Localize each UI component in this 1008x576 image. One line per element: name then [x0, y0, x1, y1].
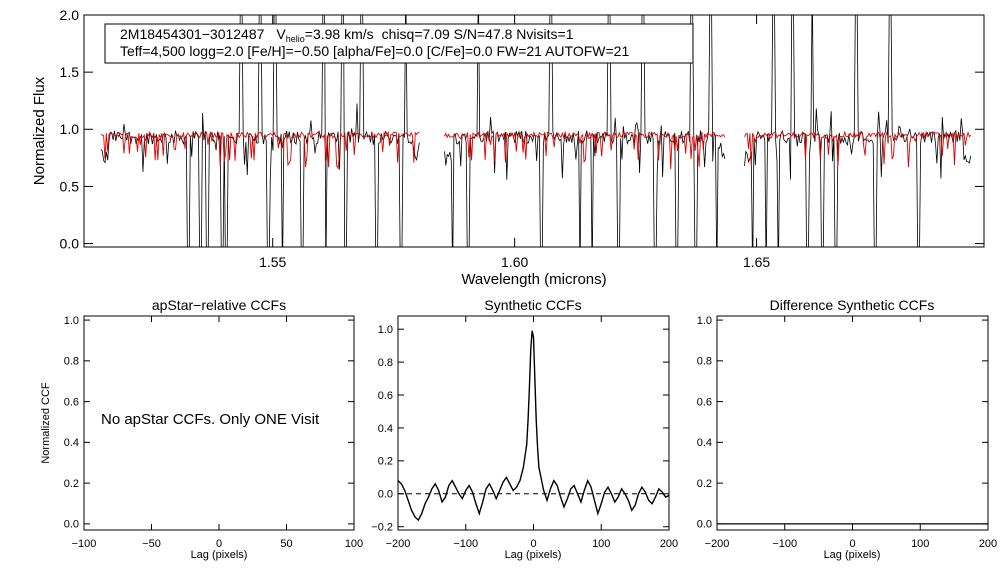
- info-box: [104, 23, 694, 64]
- dif-x-tick-label: 0: [849, 538, 855, 550]
- dif-y-tick-label: 1.0: [697, 315, 712, 327]
- spectrum-plot-area: [100, 15, 972, 247]
- info-line-2: Teff=4,500 logg=2.0 [Fe/H]=−0.50 [alpha/…: [120, 43, 629, 59]
- dif-y-tick-label: 0.4: [697, 437, 712, 449]
- syn-y-tick-label: 0.4: [378, 423, 393, 435]
- spec-x-tick-label: 1.60: [501, 254, 528, 270]
- star-id: 2M18454301−3012487: [120, 26, 265, 42]
- apstar-x-axis-label: Lag (pixels): [191, 549, 248, 561]
- difference-title: Difference Synthetic CCFs: [770, 297, 935, 313]
- ap-x-tick-label: 100: [345, 538, 363, 550]
- v-helio-subscript: helio: [286, 34, 305, 44]
- synthetic-ccf-panel: Synthetic CCFs −200 −100 0 100 200 −0.2 0.0 0.…: [371, 297, 678, 561]
- synthetic-x-axis-label: Lag (pixels): [505, 549, 562, 561]
- info-line-1: 2M18454301−3012487 Vhelio=3.98 km/s chisq=…: [120, 26, 574, 44]
- spec-x-tick-label: 1.65: [743, 254, 770, 270]
- ap-y-tick-label: 0.2: [64, 478, 79, 490]
- ap-x-tick-label: 50: [280, 538, 292, 550]
- syn-x-tick-label: 200: [660, 538, 678, 550]
- spec-x-tick-label: 1.55: [259, 254, 286, 270]
- apstar-x-ticks: −100 −50 0 50 100: [72, 316, 363, 550]
- spec-y-tick-label: 1.5: [60, 64, 80, 80]
- spec-y-tick-label: 0.0: [60, 235, 80, 251]
- synthetic-title: Synthetic CCFs: [484, 297, 581, 313]
- ap-x-tick-label: 0: [216, 538, 222, 550]
- no-ccf-note: No apStar CCFs. Only ONE Visit: [101, 411, 320, 428]
- dif-y-tick-label: 0.6: [697, 396, 712, 408]
- dif-y-tick-label: 0.2: [697, 478, 712, 490]
- syn-y-tick-label: −0.2: [371, 522, 393, 534]
- v-helio-symbol: V: [276, 26, 286, 42]
- spec-y-tick-label: 1.0: [60, 121, 80, 137]
- difference-x-axis-label: Lag (pixels): [824, 549, 881, 561]
- spectrum-x-ticks: 1.55 1.60 1.65: [259, 15, 770, 270]
- syn-x-tick-label: 100: [592, 538, 610, 550]
- syn-y-tick-label: 1.0: [378, 324, 393, 336]
- syn-y-tick-label: 0.6: [378, 390, 393, 402]
- spectrum-axes-frame: [83, 14, 985, 248]
- synthetic-ccf-line: [397, 330, 670, 522]
- dif-x-tick-label: 200: [979, 538, 997, 550]
- ap-x-tick-label: −50: [142, 538, 161, 550]
- difference-x-ticks: −200 −100 0 100 200: [705, 316, 997, 550]
- difference-ccf-panel: Difference Synthetic CCFs −200 −100 0 100 20…: [697, 297, 997, 561]
- ap-y-tick-label: 0.6: [64, 396, 79, 408]
- spectrum-x-axis-label: Wavelength (microns): [461, 271, 606, 288]
- fit-stats: chisq=7.09 S/N=47.8 Nvisits=1: [382, 26, 574, 42]
- dif-x-tick-label: −200: [705, 538, 730, 550]
- dif-y-tick-label: 0.0: [697, 519, 712, 531]
- ap-y-tick-label: 1.0: [64, 315, 79, 327]
- dif-x-tick-label: 100: [911, 538, 929, 550]
- apstar-y-ticks: 0.0 0.2 0.4 0.6 0.8 1.0: [64, 315, 354, 531]
- difference-axes-frame: [716, 315, 989, 531]
- syn-y-tick-label: 0.0: [378, 489, 393, 501]
- ap-y-tick-label: 0.8: [64, 356, 79, 368]
- syn-y-tick-label: 0.8: [378, 357, 393, 369]
- observed-spectrum-chip-3: [744, 15, 972, 247]
- dif-y-tick-label: 0.8: [697, 356, 712, 368]
- ap-x-tick-label: −100: [72, 538, 97, 550]
- model-spectrum-line: [100, 130, 972, 170]
- dif-x-tick-label: −100: [772, 538, 797, 550]
- syn-x-tick-label: −100: [453, 538, 478, 550]
- model-spectrum-chip-3: [744, 130, 972, 168]
- synthetic-y-ticks: −0.2 0.0 0.2 0.4 0.6 0.8 1.0: [371, 324, 669, 534]
- difference-y-ticks: 0.0 0.2 0.4 0.6 0.8 1.0: [697, 315, 988, 531]
- model-spectrum-chip-1: [100, 130, 420, 170]
- spec-y-tick-label: 2.0: [60, 7, 80, 23]
- model-spectrum-chip-2: [444, 130, 726, 170]
- spec-y-tick-label: 0.5: [60, 178, 80, 194]
- ap-y-tick-label: 0.4: [64, 437, 79, 449]
- apstar-ccf-panel: apStar−relative CCFs −100 −50 0 50 100 0.00.…: [40, 297, 363, 561]
- spectrum-y-axis-label: Normalized Flux: [31, 76, 48, 185]
- spectrum-panel: 1.55 1.60 1.65 0.0 0.5 1.0 1.5 2.0 Wavelength …: [31, 7, 985, 288]
- observed-spectrum-chip-2: [444, 15, 726, 247]
- apstar-title: apStar−relative CCFs: [152, 297, 286, 313]
- syn-x-tick-label: 0: [530, 538, 536, 550]
- syn-y-tick-label: 0.2: [378, 456, 393, 468]
- ccf-y-axis-label: Normalized CCF: [40, 382, 52, 464]
- spectrum-y-ticks: 0.0 0.5 1.0 1.5 2.0: [60, 7, 984, 251]
- v-helio-value: =3.98 km/s: [305, 26, 374, 42]
- ap-y-tick-label: 0.0: [64, 519, 79, 531]
- synthetic-x-ticks: −200 −100 0 100 200: [386, 316, 678, 550]
- syn-x-tick-label: −200: [386, 538, 411, 550]
